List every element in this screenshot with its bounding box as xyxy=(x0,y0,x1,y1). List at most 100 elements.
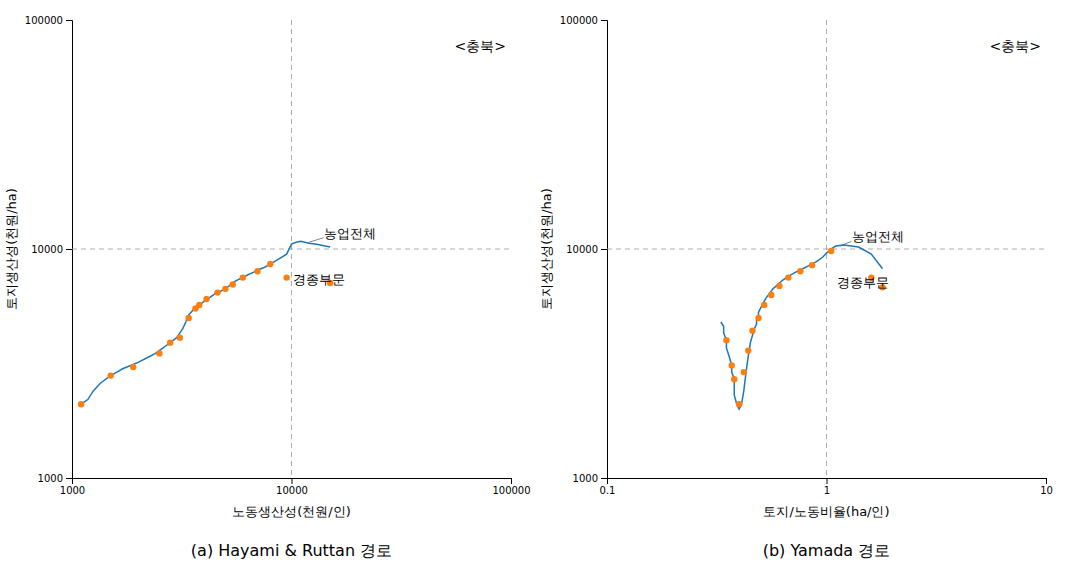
scatter-point xyxy=(78,401,84,407)
scatter-point xyxy=(755,315,761,321)
scatter-point xyxy=(761,302,767,308)
scatter-point xyxy=(745,347,751,353)
panel: 1000 10000 100000 1000 10000 100000 농업전체경종부문 <충… xyxy=(4,15,531,519)
annotations: 농업전체경종부문 xyxy=(293,226,375,288)
scatter-point xyxy=(828,248,834,254)
y-tick-mark xyxy=(601,478,607,479)
y-tick-mark xyxy=(66,478,72,479)
y-tick-label: 100000 xyxy=(25,15,63,26)
scatter-point xyxy=(797,268,803,274)
x-tick: 10000 xyxy=(276,478,308,496)
x-tick-label: 10 xyxy=(1040,485,1053,496)
reference-line-horizontal xyxy=(607,249,1046,250)
x-tick-mark xyxy=(292,478,293,484)
title-box: <충북> xyxy=(452,36,509,56)
scatter-point xyxy=(214,289,220,295)
x-axis-line xyxy=(73,479,512,485)
y-tick-label: 10000 xyxy=(31,244,63,255)
title-background xyxy=(987,36,1044,56)
series-line xyxy=(81,241,330,404)
x-axis-label: 토지/노동비율(ha/인) xyxy=(763,504,889,519)
y-tick: 1000 xyxy=(573,473,607,484)
annotation-connector xyxy=(840,241,852,246)
x-axis: 0.1 1 10 xyxy=(600,478,1053,496)
y-axis-line xyxy=(66,21,73,479)
x-tick-label: 10000 xyxy=(276,485,308,496)
x-tick-mark xyxy=(827,478,828,484)
chart-svg: 1000 10000 100000 1000 10000 100000 농업전체경종부문 <충… xyxy=(0,0,1070,570)
scatter-point xyxy=(240,274,246,280)
y-tick-mark xyxy=(66,20,72,21)
scatter-point xyxy=(731,376,737,382)
scatter-point xyxy=(254,268,260,274)
y-tick: 1000 xyxy=(38,473,72,484)
series-line xyxy=(721,245,883,409)
scatter-point xyxy=(283,274,289,280)
scatter-point xyxy=(729,362,735,368)
x-tick: 10 xyxy=(1040,478,1053,496)
title-background xyxy=(452,36,509,56)
x-tick-mark xyxy=(511,478,512,484)
annotation: 농업전체 xyxy=(852,229,904,244)
annotation-connector xyxy=(309,238,324,243)
y-axis: 1000 10000 100000 xyxy=(560,15,608,484)
scatter-point xyxy=(130,364,136,370)
scatter-point xyxy=(167,339,173,345)
annotation: 경종부문 xyxy=(293,272,345,287)
annotation: 경종부문 xyxy=(837,275,889,290)
scatter-point xyxy=(177,334,183,340)
x-tick: 1000 xyxy=(60,478,85,496)
scatter-point xyxy=(768,292,774,298)
chart-title: <충북> xyxy=(455,38,506,54)
scatter-point xyxy=(749,327,755,333)
chart-title: <충북> xyxy=(990,38,1041,54)
x-axis-label: 노동생산성(천원/인) xyxy=(232,504,351,519)
panel: 0.1 1 10 1000 10000 100000 농업전체경종부문 <충북> 토지/노동비율… xyxy=(539,15,1053,519)
x-axis: 1000 10000 100000 xyxy=(60,478,531,496)
scatter-point xyxy=(203,296,209,302)
scatter-point xyxy=(196,302,202,308)
y-tick-label: 10000 xyxy=(566,244,598,255)
plot-area xyxy=(607,20,1046,478)
scatter-point xyxy=(776,283,782,289)
x-tick-mark xyxy=(1046,478,1047,484)
annotations: 농업전체경종부문 xyxy=(837,229,903,290)
scatter-point xyxy=(267,261,273,267)
y-tick: 100000 xyxy=(560,15,607,26)
y-tick-mark xyxy=(601,20,607,21)
scatter-point xyxy=(230,281,236,287)
y-tick: 100000 xyxy=(25,15,72,26)
scatter-point xyxy=(785,274,791,280)
y-axis: 1000 10000 100000 xyxy=(25,15,73,484)
scatter-point xyxy=(185,315,191,321)
scatter-point xyxy=(809,262,815,268)
annotation: 농업전체 xyxy=(324,226,376,241)
scatter-point xyxy=(736,401,742,407)
scatter-point xyxy=(222,286,228,292)
y-axis-label: 토지생산성(천원/ha) xyxy=(4,188,19,310)
x-tick: 0.1 xyxy=(600,478,616,496)
x-tick: 100000 xyxy=(492,478,530,496)
scatter-point xyxy=(107,372,113,378)
x-axis-line xyxy=(608,479,1047,485)
y-tick: 10000 xyxy=(566,244,607,255)
scatter-point xyxy=(723,337,729,343)
x-tick: 1 xyxy=(824,478,830,496)
y-tick: 10000 xyxy=(31,244,72,255)
y-axis-label: 토지생산성(천원/ha) xyxy=(539,188,554,310)
y-tick-label: 1000 xyxy=(38,473,63,484)
y-axis-line xyxy=(601,21,608,479)
plot-area xyxy=(72,20,511,478)
scatter-point xyxy=(156,350,162,356)
x-tick-label: 0.1 xyxy=(600,485,616,496)
y-tick-label: 1000 xyxy=(573,473,598,484)
y-tick-mark xyxy=(601,249,607,250)
x-tick-label: 100000 xyxy=(492,485,530,496)
title-box: <충북> xyxy=(987,36,1044,56)
reference-line-horizontal xyxy=(72,249,511,250)
chart-container: 1000 10000 100000 1000 10000 100000 농업전체경종부문 <충… xyxy=(0,0,1070,570)
x-tick-label: 1000 xyxy=(60,485,85,496)
y-tick-mark xyxy=(66,249,72,250)
y-tick-label: 100000 xyxy=(560,15,598,26)
caption: (b) Yamada 경로 xyxy=(763,541,891,560)
